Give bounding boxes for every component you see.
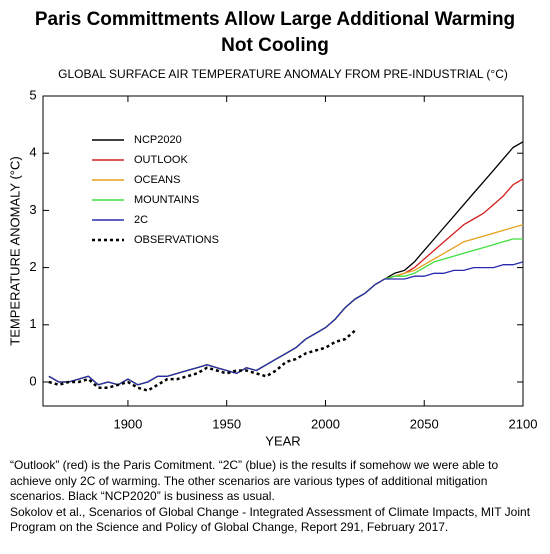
series-line (48, 329, 356, 392)
y-tick-label: 3 (29, 202, 36, 217)
legend-label: OUTLOOK (134, 154, 188, 166)
caption-text: “Outlook” (red) is the Paris Comitment. … (10, 458, 499, 503)
y-tick-label: 5 (29, 87, 36, 102)
plot-frame (42, 95, 524, 407)
y-tick-label: 0 (29, 373, 36, 388)
x-tick-label: 1900 (113, 416, 142, 431)
x-axis-label: YEAR (265, 433, 300, 448)
chart: Paris Committments Allow Large Additiona… (7, 9, 538, 448)
series-line (48, 224, 524, 386)
legend-label: MOUNTAINS (134, 194, 199, 206)
series-line (48, 261, 524, 386)
x-tick-label: 1950 (212, 416, 241, 431)
chart-title: Paris Committments Allow Large Additiona… (35, 9, 515, 30)
y-tick-label: 4 (29, 145, 36, 160)
legend-label: OCEANS (134, 174, 180, 186)
x-tick-label: 2100 (509, 416, 538, 431)
caption: “Outlook” (red) is the Paris Comitment. … (10, 458, 542, 536)
x-tick-label: 2000 (311, 416, 340, 431)
y-axis-label: TEMPERATURE ANOMALY (°C) (7, 156, 22, 345)
chart-subtitle: GLOBAL SURFACE AIR TEMPERATURE ANOMALY F… (58, 67, 508, 81)
caption-text: Sokolov et al., Scenarios of Global Chan… (10, 504, 531, 535)
y-tick-label: 1 (29, 316, 36, 331)
legend-label: OBSERVATIONS (134, 234, 219, 246)
x-tick-label: 2050 (410, 416, 439, 431)
legend-label: 2C (134, 214, 148, 226)
y-tick-label: 2 (29, 259, 36, 274)
legend-label: NCP2020 (134, 134, 182, 146)
series-line (48, 141, 524, 386)
series-line (48, 238, 523, 386)
chart-title: Not Cooling (221, 35, 329, 56)
